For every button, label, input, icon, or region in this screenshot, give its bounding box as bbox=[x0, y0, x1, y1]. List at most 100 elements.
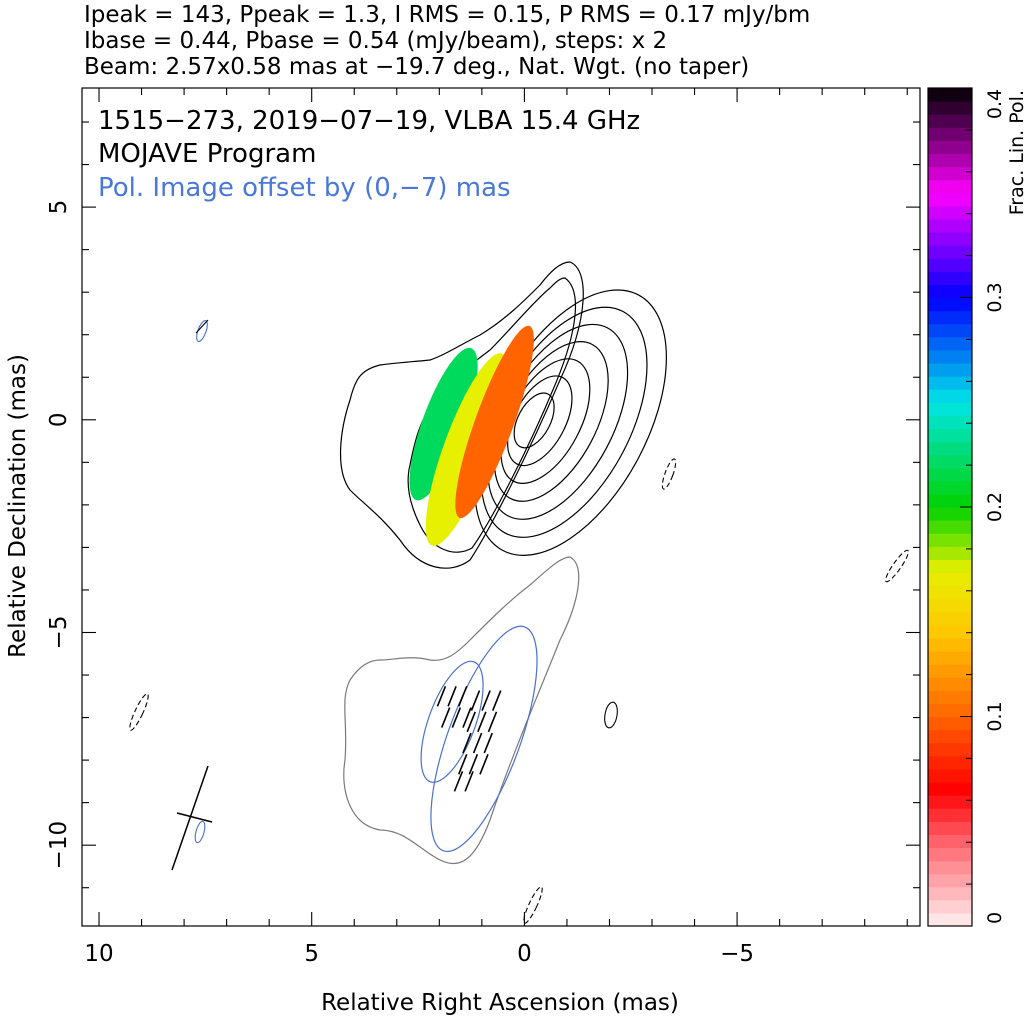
colorbar-cell bbox=[928, 114, 972, 128]
colorbar-tick-label: 0 bbox=[984, 912, 1006, 924]
colorbar-cell bbox=[928, 245, 972, 259]
frac-pol-patch bbox=[455, 325, 534, 519]
evpa-vector bbox=[436, 685, 447, 707]
colorbar-cell bbox=[928, 847, 972, 862]
y-tick-label: −5 bbox=[46, 616, 72, 650]
colorbar-cell bbox=[928, 284, 972, 299]
colorbar-cell bbox=[928, 323, 972, 338]
colorbar-cell bbox=[928, 493, 972, 508]
evpa-vector bbox=[479, 754, 489, 775]
x-axis-label: Relative Right Ascension (mas) bbox=[321, 990, 679, 1016]
colorbar-cell bbox=[928, 480, 972, 495]
noise-contour bbox=[885, 549, 909, 583]
colorbar-cell bbox=[928, 205, 972, 220]
colorbar-cell bbox=[928, 310, 972, 325]
colorbar-cell bbox=[928, 192, 972, 207]
header-line-3: Beam: 2.57x0.58 mas at −19.7 deg., Nat. … bbox=[84, 54, 749, 80]
colorbar-cell bbox=[928, 271, 972, 286]
header-line-2: Ibase = 0.44, Pbase = 0.54 (mJy/beam), s… bbox=[84, 28, 667, 54]
pol-intensity-contour bbox=[343, 556, 580, 865]
evpa-vector bbox=[462, 732, 472, 754]
y-tick-label: −10 bbox=[46, 821, 72, 870]
x-tick-label: 0 bbox=[517, 941, 532, 967]
colorbar-cell bbox=[928, 598, 972, 613]
evpa-vector bbox=[447, 685, 457, 707]
colorbar-cell bbox=[928, 166, 972, 181]
colorbar-cell bbox=[928, 795, 972, 809]
colorbar-cell bbox=[928, 362, 972, 377]
colorbar-tick-label: 0.4 bbox=[984, 89, 1006, 119]
colorbar-cell bbox=[928, 886, 972, 901]
colorbar-cell bbox=[928, 507, 972, 521]
evpa-vector bbox=[462, 707, 472, 728]
colorbar-cell bbox=[928, 690, 972, 705]
colorbar-cell bbox=[928, 454, 972, 469]
colorbar-tick-label: 0.3 bbox=[984, 282, 1006, 312]
colorbar-cell bbox=[928, 572, 972, 587]
evpa-vector bbox=[457, 754, 468, 775]
colorbar-cell bbox=[928, 664, 972, 678]
plot-frame bbox=[81, 87, 921, 927]
offset-annotation: Pol. Image offset by (0,−7) mas bbox=[98, 173, 511, 203]
frac-pol-patches bbox=[409, 325, 534, 546]
noise-contour bbox=[661, 458, 677, 490]
colorbar-cell bbox=[928, 546, 972, 560]
colorbar-label: Frac. Lin. Pol. bbox=[1006, 90, 1027, 215]
noise-contour bbox=[196, 320, 208, 342]
colorbar-tick-label: 0.2 bbox=[984, 492, 1006, 522]
noise-contour bbox=[604, 701, 618, 729]
evpa-vector bbox=[477, 711, 487, 733]
colorbar-cell bbox=[928, 637, 972, 652]
evpa-vector bbox=[464, 771, 474, 792]
noise-vector bbox=[195, 319, 209, 334]
colorbar-cell bbox=[928, 585, 972, 600]
source-annotation: 1515−273, 2019−07−19, VLBA 15.4 GHz bbox=[98, 106, 640, 136]
colorbar-cell bbox=[928, 402, 972, 416]
evpa-vector bbox=[453, 771, 464, 792]
colorbar-cell bbox=[928, 611, 972, 626]
colorbar-cell bbox=[928, 232, 972, 246]
colorbar-cell bbox=[928, 781, 972, 796]
evpa-vector bbox=[451, 707, 462, 728]
x-tick-labels: 10 5 0 −5 bbox=[84, 941, 754, 967]
header-line-1: Ipeak = 143, Ppeak = 1.3, I RMS = 0.15, … bbox=[84, 2, 810, 28]
y-tick-label: 0 bbox=[46, 412, 72, 427]
colorbar-cell bbox=[928, 703, 972, 718]
colorbar-cell bbox=[928, 218, 972, 233]
colorbar-cell bbox=[928, 140, 972, 155]
pol-ellipses bbox=[420, 625, 538, 853]
x-tick-label: −5 bbox=[720, 941, 754, 967]
colorbar-cell bbox=[928, 153, 972, 168]
pol-ellipse bbox=[430, 625, 538, 853]
y-tick-label: 5 bbox=[46, 200, 72, 215]
colorbar-cell bbox=[928, 821, 972, 835]
colorbar-cell bbox=[928, 873, 972, 888]
colorbar-cell bbox=[928, 533, 972, 547]
evpa-vector bbox=[457, 685, 468, 707]
colorbar-cell bbox=[928, 677, 972, 691]
colorbar-cell bbox=[928, 389, 972, 403]
colorbar-cell bbox=[928, 336, 972, 351]
evpa-vector bbox=[466, 711, 476, 733]
y-tick-labels: 5 0 −5 −10 bbox=[46, 200, 72, 870]
x-tick-label: 10 bbox=[84, 941, 113, 967]
evpa-vector bbox=[481, 690, 491, 711]
evpa-vector bbox=[472, 732, 483, 754]
colorbar-cell bbox=[928, 428, 972, 443]
frac-pol-patch bbox=[409, 347, 478, 501]
evpa-vector bbox=[440, 707, 451, 728]
x-tick-label: 5 bbox=[304, 941, 319, 967]
colorbar-cell bbox=[928, 258, 972, 272]
colorbar-cell bbox=[928, 101, 972, 115]
colorbar-cell bbox=[928, 912, 972, 927]
colorbar-cell bbox=[928, 559, 972, 574]
stokes-i-outer-contour bbox=[340, 261, 584, 569]
evpa-vector bbox=[468, 754, 479, 775]
y-axis-label: Relative Declination (mas) bbox=[5, 354, 31, 658]
colorbar-cell bbox=[928, 441, 972, 456]
colorbar-cell bbox=[928, 834, 972, 849]
program-annotation: MOJAVE Program bbox=[98, 139, 316, 169]
colorbar-cell bbox=[928, 716, 972, 731]
colorbar: 0 0.1 0.2 0.3 0.4 bbox=[927, 87, 1006, 927]
